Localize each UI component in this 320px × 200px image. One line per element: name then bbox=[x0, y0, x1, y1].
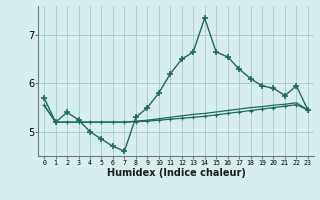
X-axis label: Humidex (Indice chaleur): Humidex (Indice chaleur) bbox=[107, 168, 245, 178]
